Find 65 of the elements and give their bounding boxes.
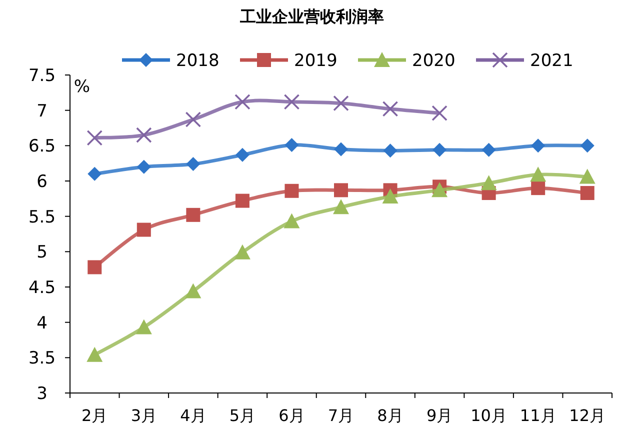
point: [333, 199, 349, 214]
point: [531, 138, 546, 153]
point: [530, 166, 546, 182]
x-tick-label: 3月: [130, 406, 158, 425]
x-tick-label: 2月: [82, 406, 108, 425]
point: [334, 142, 348, 156]
legend-label: 2021: [530, 51, 574, 71]
point: [382, 101, 398, 117]
y-tick-label: 3.5: [28, 348, 56, 369]
point: [284, 213, 300, 228]
point: [234, 94, 250, 110]
point: [480, 175, 497, 190]
point: [185, 283, 202, 298]
legend-label: 2020: [412, 51, 456, 71]
point: [186, 157, 200, 172]
point: [88, 166, 102, 181]
y-tick-label: 5: [36, 242, 48, 263]
y-tick-label: 7: [36, 101, 48, 122]
x-tick-label: 10月: [470, 406, 507, 425]
point: [284, 94, 300, 110]
point: [284, 184, 299, 198]
point: [580, 186, 594, 200]
x-tick-label: 7月: [328, 406, 354, 425]
point: [136, 319, 152, 334]
point: [531, 181, 546, 196]
point: [432, 105, 448, 122]
x-tick-label: 12月: [569, 406, 606, 425]
x-tick-label: 8月: [377, 406, 404, 425]
point: [432, 182, 448, 198]
point: [284, 138, 299, 152]
ylabel: %: [74, 77, 90, 97]
y-tick-label: 5.5: [28, 207, 56, 228]
point: [235, 194, 250, 208]
legend-label: 2018: [176, 51, 220, 71]
point: [234, 244, 250, 260]
point: [482, 142, 496, 157]
point: [432, 142, 447, 157]
y-tick-label: 6: [36, 172, 48, 192]
y-tick-label: 4: [36, 313, 48, 334]
x-tick-label: 11月: [520, 406, 556, 425]
point: [136, 127, 152, 143]
y-tick-label: 6.5: [28, 136, 56, 157]
point: [185, 112, 202, 128]
x-tick-label: 9月: [426, 406, 453, 425]
point: [86, 346, 103, 362]
point: [579, 168, 596, 184]
point: [334, 183, 348, 198]
x-tick-label: 6月: [278, 406, 305, 425]
x-tick-label: 5月: [229, 406, 256, 425]
y-tick-label: 7.5: [28, 66, 56, 86]
point: [382, 188, 398, 204]
y-tick-label: 4.5: [28, 278, 56, 298]
point: [333, 95, 349, 112]
point: [186, 208, 200, 222]
point: [88, 260, 102, 274]
x-tick-label: 4月: [180, 406, 206, 425]
point: [235, 148, 250, 162]
y-tick-label: 3: [36, 384, 48, 404]
legend-label: 2019: [294, 51, 338, 71]
point: [383, 144, 398, 158]
title: 工业企业营收利润率: [240, 7, 384, 26]
point: [136, 160, 151, 174]
point: [580, 138, 594, 153]
point: [86, 130, 103, 146]
point: [136, 222, 151, 237]
